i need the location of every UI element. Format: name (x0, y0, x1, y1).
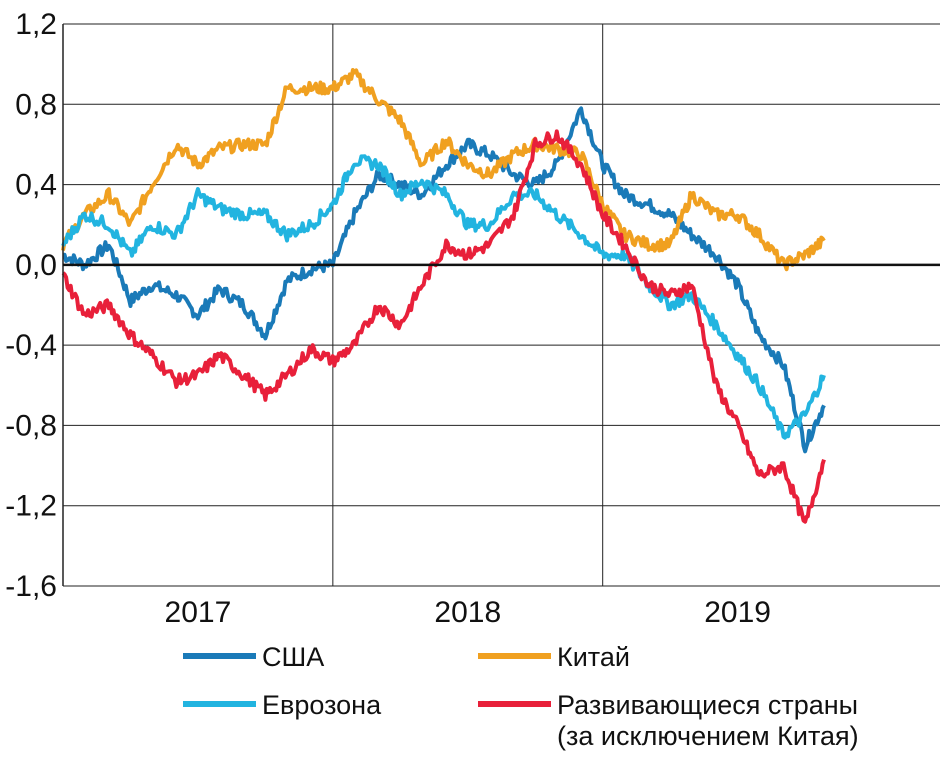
legend: США Китай Еврозона Развивающиеся страны … (183, 642, 859, 751)
y-tick-labels: 1,2 0,8 0,4 0,0 -0,4 -0,8 -1,2 -1,6 (5, 8, 57, 603)
series-line-0 (62, 106, 826, 454)
legend-label-em-line2: (за исключением Китая) (557, 721, 859, 751)
legend-label-em-line1: Развивающиеся страны (557, 690, 858, 720)
x-tick-label: 2019 (704, 596, 771, 629)
x-tick-label: 2017 (165, 596, 232, 629)
y-tick-label: -1,6 (5, 570, 57, 603)
y-tick-label: 0,8 (15, 88, 57, 121)
grid (63, 23, 940, 587)
series-lines (61, 68, 826, 524)
legend-label-china: Китай (557, 642, 630, 672)
y-tick-label: 0,0 (15, 249, 57, 282)
series-line-1 (61, 68, 826, 272)
y-tick-label: 0,4 (15, 169, 57, 202)
y-tick-label: 1,2 (15, 8, 57, 41)
series-line-3 (61, 129, 826, 524)
y-tick-label: -0,4 (5, 329, 57, 362)
axes (62, 24, 940, 586)
y-tick-label: -1,2 (5, 490, 57, 523)
legend-label-eurozone: Еврозона (262, 690, 382, 720)
x-tick-labels: 2017 2018 2019 (165, 596, 771, 629)
y-tick-label: -0,8 (5, 409, 57, 442)
legend-label-usa: США (262, 642, 324, 672)
x-tick-label: 2018 (434, 596, 501, 629)
series-line-2 (61, 154, 826, 440)
